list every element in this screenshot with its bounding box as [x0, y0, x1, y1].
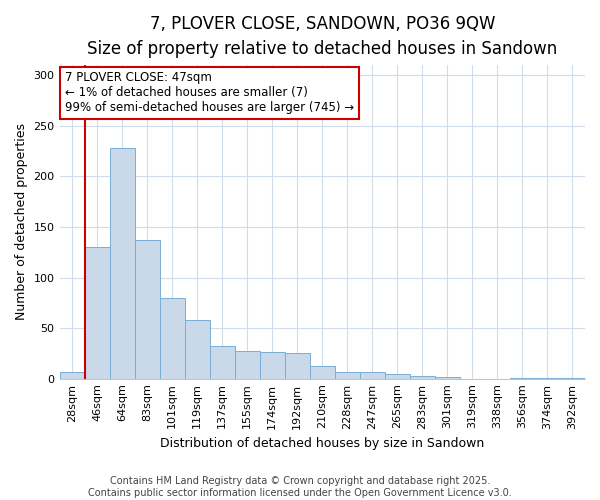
- Bar: [209, 346, 235, 378]
- Bar: [59, 372, 85, 378]
- Text: Contains HM Land Registry data © Crown copyright and database right 2025.
Contai: Contains HM Land Registry data © Crown c…: [88, 476, 512, 498]
- Bar: [285, 354, 310, 378]
- Bar: [85, 247, 110, 378]
- Bar: [360, 372, 385, 378]
- Bar: [110, 148, 134, 378]
- Y-axis label: Number of detached properties: Number of detached properties: [15, 124, 28, 320]
- Title: 7, PLOVER CLOSE, SANDOWN, PO36 9QW
Size of property relative to detached houses : 7, PLOVER CLOSE, SANDOWN, PO36 9QW Size …: [87, 15, 557, 58]
- Bar: [134, 240, 160, 378]
- Bar: [185, 320, 209, 378]
- Bar: [435, 376, 460, 378]
- Bar: [310, 366, 335, 378]
- Text: 7 PLOVER CLOSE: 47sqm
← 1% of detached houses are smaller (7)
99% of semi-detach: 7 PLOVER CLOSE: 47sqm ← 1% of detached h…: [65, 72, 354, 114]
- Bar: [235, 352, 260, 378]
- Bar: [385, 374, 410, 378]
- Bar: [260, 352, 285, 378]
- X-axis label: Distribution of detached houses by size in Sandown: Distribution of detached houses by size …: [160, 437, 484, 450]
- Bar: [410, 376, 435, 378]
- Bar: [160, 298, 185, 378]
- Bar: [335, 372, 360, 378]
